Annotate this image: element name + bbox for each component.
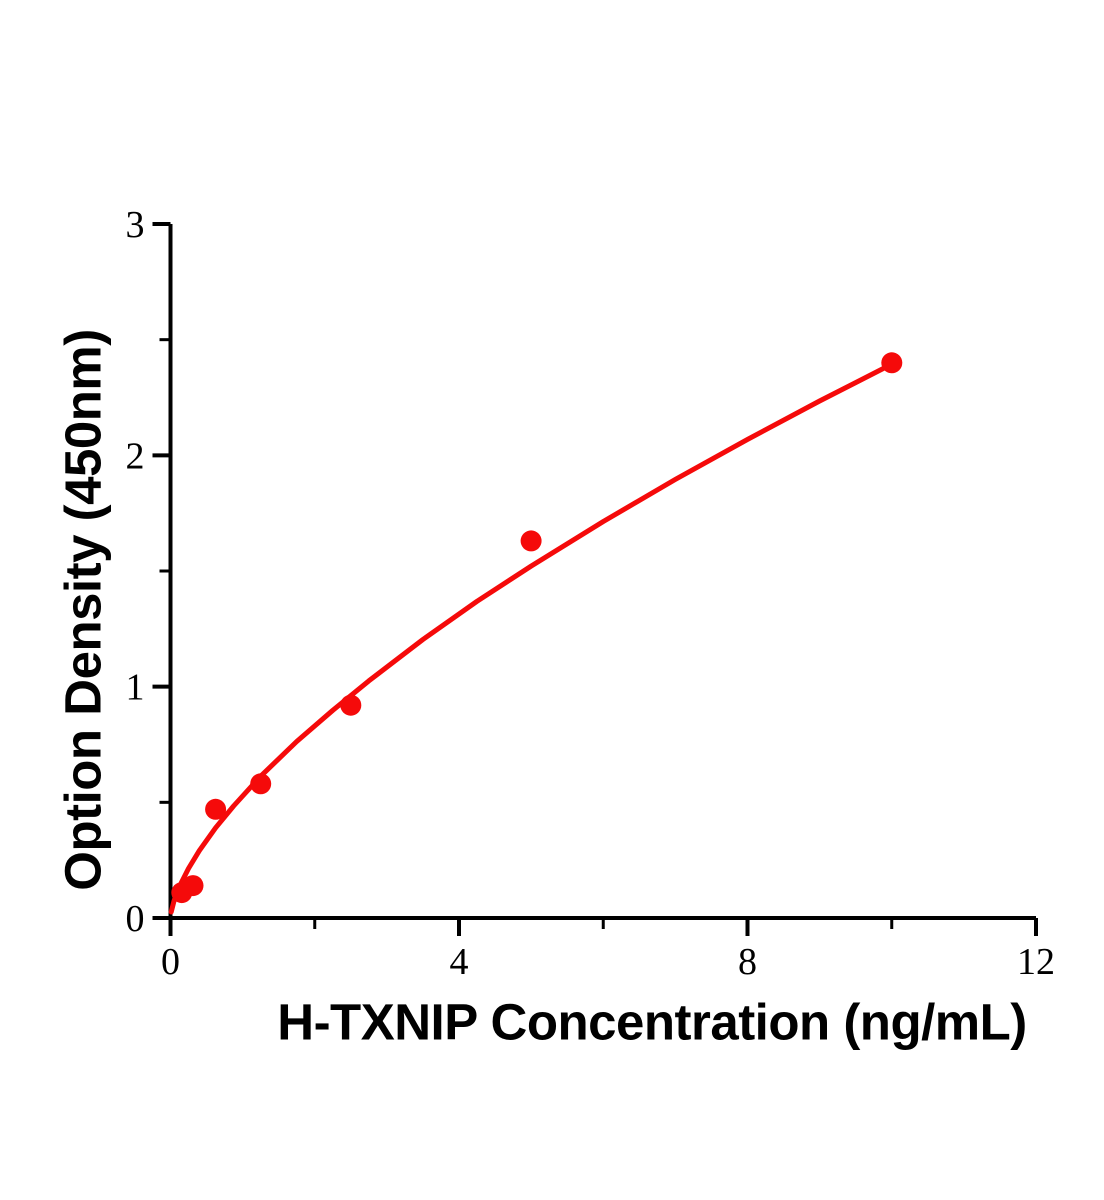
- data-point: [205, 798, 227, 820]
- fit-curve: [168, 361, 895, 915]
- data-point: [340, 694, 362, 716]
- y-tick-label: 3: [126, 204, 145, 246]
- y-tick-label: 1: [126, 667, 145, 709]
- x-axis-title: H-TXNIP Concentration (ng/mL): [277, 993, 1027, 1051]
- data-point: [520, 530, 542, 552]
- data-point: [250, 773, 272, 795]
- x-tick-label: 8: [738, 941, 757, 983]
- y-tick-label: 2: [126, 435, 145, 477]
- y-tick-label: 0: [126, 898, 145, 940]
- x-tick-label: 12: [1017, 941, 1055, 983]
- data-point: [881, 352, 903, 374]
- data-point: [182, 875, 204, 897]
- x-tick-label: 4: [450, 941, 469, 983]
- x-tick-label: 0: [161, 941, 180, 983]
- y-axis-title: Option Density (450nm): [54, 329, 112, 891]
